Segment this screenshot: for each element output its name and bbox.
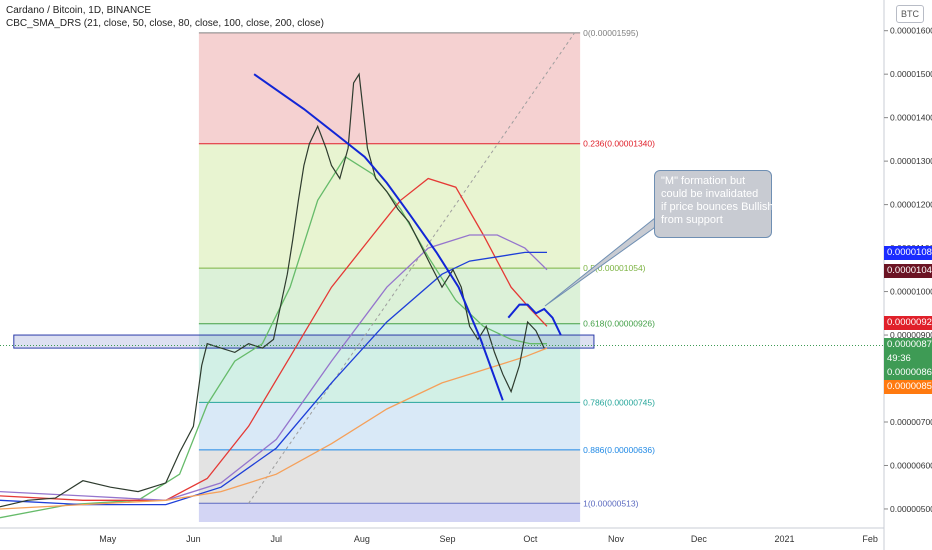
fib-level-label: 0.886(0.00000636) (583, 445, 655, 455)
m-pattern (507, 303, 562, 336)
x-tick-label: May (99, 534, 117, 544)
callout-line: could be invalidated (661, 188, 759, 200)
y-tick-label: 0.00001500 (890, 69, 932, 79)
chart-legend: Cardano / Bitcoin, 1D, BINANCE CBC_SMA_D… (6, 4, 324, 30)
x-tick-label: Feb (862, 534, 878, 544)
x-tick-label: Nov (608, 534, 625, 544)
y-tick-label: 0.00001400 (890, 113, 932, 123)
x-tick-label: 2021 (775, 534, 795, 544)
fib-zone (198, 449, 581, 504)
ma-line-50 (0, 177, 548, 501)
symbol-title: Cardano / Bitcoin, 1D, BINANCE (6, 5, 152, 16)
fib-zone (198, 402, 581, 450)
support-zone (13, 334, 595, 349)
y-tick-label: 0.00000500 (890, 504, 932, 514)
price-tag: 49:36 (884, 352, 932, 367)
y-tick-label: 0.00000600 (890, 460, 932, 470)
price-tag: 0.00001048 (884, 263, 932, 278)
fib-zone (198, 268, 581, 324)
callout-annotation[interactable]: "M" formation but could be invalidated i… (654, 170, 774, 238)
fib-level-label: 0(0.00001595) (583, 28, 638, 38)
fib-level-label: 0.618(0.00000926) (583, 319, 655, 329)
fib-level-label: 0.5(0.00001054) (583, 263, 646, 273)
fib-level-label: 0.786(0.00000745) (583, 397, 655, 407)
ma-line-80 (0, 234, 548, 501)
callout-line: from support (661, 214, 723, 226)
x-tick-label: Oct (523, 534, 538, 544)
fib-level-label: 1(0.00000513) (583, 498, 638, 508)
x-tick-label: Aug (354, 534, 370, 544)
price-tag: 0.00000859 (884, 380, 932, 395)
trend-line (248, 32, 576, 504)
fib-zone (198, 323, 581, 403)
price-tag: 0.00001088 (884, 246, 932, 261)
fib-zone (198, 503, 581, 522)
price-tag: 0.00000928 (884, 315, 932, 330)
x-tick-label: Jul (270, 534, 282, 544)
y-tick-label: 0.00001000 (890, 287, 932, 297)
price-tag: 0.00000866 (884, 366, 932, 381)
y-tick-label: 0.00000900 (890, 330, 932, 340)
x-tick-label: Sep (440, 534, 456, 544)
y-tick-label: 0.00001600 (890, 26, 932, 36)
price-line (0, 72, 545, 508)
y-tick-label: 0.00000700 (890, 417, 932, 427)
ma-line-200 (0, 347, 548, 510)
indicator-label: CBC_SMA_DRS (21, close, 50, close, 80, c… (6, 18, 324, 29)
x-tick-label: Jun (186, 534, 201, 544)
callout-line: "M" formation but (661, 175, 746, 187)
fib-level-label: 0.236(0.00001340) (583, 139, 655, 149)
price-tag: 0.00000876 (884, 338, 932, 353)
ma-line-21 (0, 155, 547, 519)
x-tick-label: Dec (691, 534, 708, 544)
callout-line: if price bounces Bullish (661, 201, 774, 213)
fib-zone (198, 32, 581, 144)
y-tick-label: 0.00001300 (890, 156, 932, 166)
drawn-arc (253, 73, 504, 401)
y-tick-label: 0.00001200 (890, 200, 932, 210)
ma-line-100 (0, 251, 547, 506)
currency-button[interactable]: BTC (896, 5, 924, 23)
fib-zone (198, 143, 581, 269)
